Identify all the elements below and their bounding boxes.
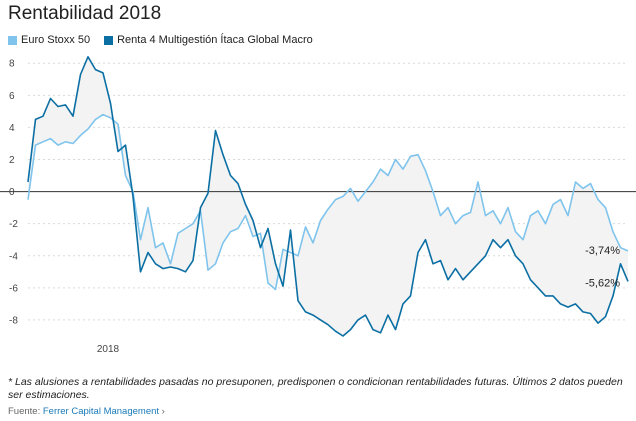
y-tick-label: 0 xyxy=(9,187,15,198)
y-axis-ticks: 8 6 4 2 0 -2 -4 -6 -8 xyxy=(9,59,18,327)
legend-label-euro-stoxx: Euro Stoxx 50 xyxy=(21,34,91,46)
y-tick-label: 4 xyxy=(9,123,15,134)
x-axis-ticks: 2018 xyxy=(97,344,120,355)
source-link[interactable]: Ferrer Capital Management xyxy=(42,406,160,417)
y-tick-label: -2 xyxy=(9,219,18,230)
legend-item-euro-stoxx[interactable]: Euro Stoxx 50 xyxy=(8,34,90,46)
legend-swatch-renta4 xyxy=(104,35,114,45)
y-tick-label: 8 xyxy=(9,59,15,70)
x-tick-label: 2018 xyxy=(97,344,120,355)
source-prefix: Fuente: xyxy=(8,406,41,417)
difference-fill xyxy=(28,56,628,337)
end-label-euro-stoxx: -3,74% xyxy=(585,245,620,257)
y-tick-label: -8 xyxy=(9,315,18,326)
y-tick-label: 2 xyxy=(9,155,15,166)
legend-item-renta4[interactable]: Renta 4 Multigestión Ítaca Global Macro xyxy=(104,34,313,46)
end-label-renta4: -5,62% xyxy=(585,277,620,289)
fill-between-series xyxy=(28,56,628,337)
legend-label-renta4: Renta 4 Multigestión Ítaca Global Macro xyxy=(117,34,313,46)
y-tick-label: 6 xyxy=(9,91,15,102)
y-tick-label: -6 xyxy=(9,283,18,294)
source-arrow: › xyxy=(161,406,165,417)
footnote: * Las alusiones a rentabilidades pasadas… xyxy=(8,376,623,401)
y-tick-label: -4 xyxy=(9,251,18,262)
page-title: Rentabilidad 2018 xyxy=(8,3,162,24)
series-lines xyxy=(27,55,629,337)
chart-legend: Euro Stoxx 50 Renta 4 Multigestión Ítaca… xyxy=(8,34,327,46)
legend-swatch-euro-stoxx xyxy=(8,35,17,45)
series-line-euro-stoxx[interactable] xyxy=(27,113,629,291)
end-labels: -3,74% -5,62% xyxy=(585,245,620,289)
source-line: Fuente: Ferrer Capital Management › xyxy=(8,406,165,417)
series-line-renta4[interactable] xyxy=(27,55,629,337)
line-chart: 8 6 4 2 0 -2 -4 -6 -8 2018 -3,74% -5,62% xyxy=(0,55,636,355)
